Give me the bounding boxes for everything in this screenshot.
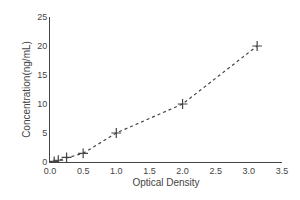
svg-text:1.5: 1.5 (143, 166, 156, 176)
svg-text:2.5: 2.5 (209, 166, 222, 176)
svg-text:0: 0 (42, 157, 47, 167)
svg-text:2.0: 2.0 (176, 166, 189, 176)
svg-text:0.0: 0.0 (44, 166, 57, 176)
svg-text:3.5: 3.5 (276, 166, 289, 176)
svg-text:0.5: 0.5 (77, 166, 90, 176)
svg-text:Concentration(ng/mL): Concentration(ng/mL) (21, 41, 32, 138)
svg-text:5: 5 (42, 128, 47, 138)
svg-text:10: 10 (37, 99, 47, 109)
svg-text:25: 25 (37, 12, 47, 22)
svg-text:1.0: 1.0 (110, 166, 123, 176)
svg-text:15: 15 (37, 70, 47, 80)
svg-text:Optical Density: Optical Density (132, 177, 199, 188)
svg-text:20: 20 (37, 41, 47, 51)
svg-text:3.0: 3.0 (243, 166, 256, 176)
